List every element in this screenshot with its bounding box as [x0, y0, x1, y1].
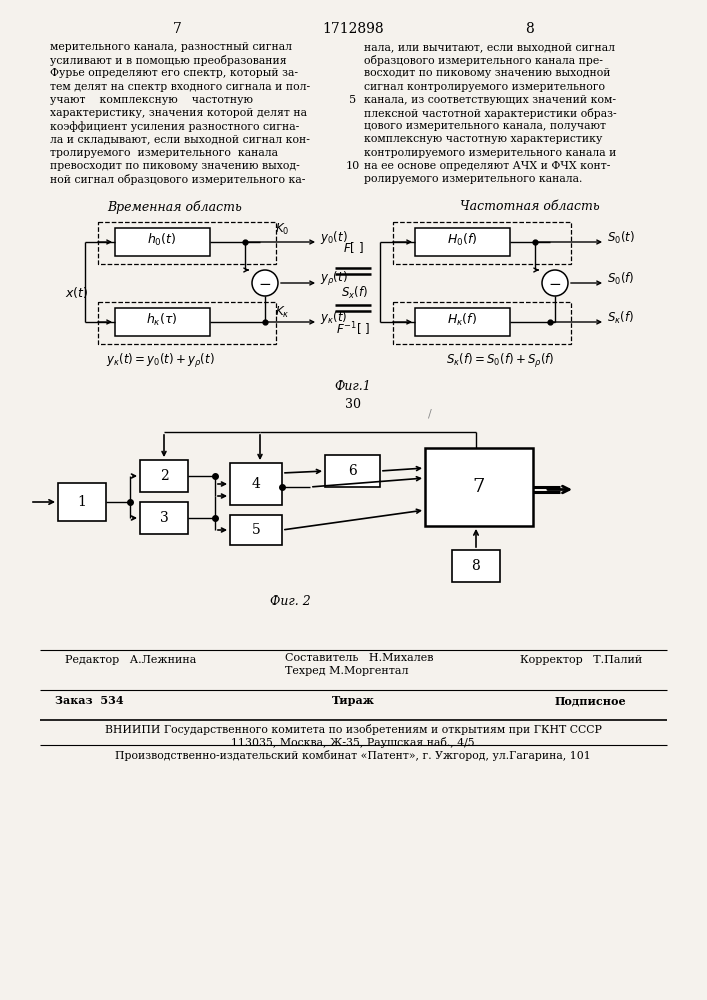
- Text: Фиг. 2: Фиг. 2: [269, 595, 310, 608]
- Text: $S_0(t)$: $S_0(t)$: [607, 230, 635, 246]
- Bar: [393, 222, 571, 264]
- Text: $y_0(t)$: $y_0(t)$: [320, 230, 348, 246]
- Text: образцового измерительного канала пре-: образцового измерительного канала пре-: [364, 55, 603, 66]
- Text: ла и складывают, если выходной сигнал кон-: ла и складывают, если выходной сигнал ко…: [50, 134, 310, 144]
- Bar: [425, 448, 533, 526]
- Text: 8: 8: [472, 559, 480, 573]
- Bar: [393, 302, 571, 344]
- Text: $K_0$: $K_0$: [275, 222, 289, 237]
- Text: $H_\kappa(f)$: $H_\kappa(f)$: [447, 312, 477, 328]
- Text: ВНИИПИ Государственного комитета по изобретениям и открытиям при ГКНТ СССР: ВНИИПИ Государственного комитета по изоб…: [105, 724, 602, 735]
- Bar: [115, 228, 210, 256]
- Text: усиливают и в помощью преобразования: усиливают и в помощью преобразования: [50, 55, 286, 66]
- Text: $K_\kappa$: $K_\kappa$: [275, 305, 290, 320]
- Text: $S_0(f)$: $S_0(f)$: [607, 271, 634, 287]
- Bar: [230, 515, 282, 545]
- Text: Составитель   Н.Михалев: Составитель Н.Михалев: [285, 653, 433, 663]
- Text: Корректор   Т.Палий: Корректор Т.Палий: [520, 655, 642, 665]
- Text: 30: 30: [345, 398, 361, 411]
- Text: $H_0(f)$: $H_0(f)$: [447, 232, 477, 248]
- Text: 10: 10: [346, 161, 360, 171]
- Text: $S_\kappa(f)$: $S_\kappa(f)$: [607, 310, 634, 326]
- Text: 5: 5: [252, 523, 260, 537]
- Text: тролируемого  измерительного  канала: тролируемого измерительного канала: [50, 148, 278, 158]
- Text: $h_0(t)$: $h_0(t)$: [147, 232, 177, 248]
- Text: $S_x(f)$: $S_x(f)$: [341, 285, 368, 301]
- Bar: [98, 302, 276, 344]
- Bar: [140, 502, 188, 534]
- Text: контролируемого измерительного канала и: контролируемого измерительного канала и: [364, 148, 617, 158]
- Bar: [58, 483, 106, 521]
- Text: $F^{-1}[~]$: $F^{-1}[~]$: [336, 320, 370, 338]
- Circle shape: [542, 270, 568, 296]
- Text: 3: 3: [160, 511, 168, 525]
- Text: учают    комплексную    частотную: учают комплексную частотную: [50, 95, 253, 105]
- Text: 6: 6: [348, 464, 357, 478]
- Bar: [325, 455, 380, 487]
- Bar: [452, 550, 500, 582]
- Text: на ее основе определяют АЧХ и ФЧХ конт-: на ее основе определяют АЧХ и ФЧХ конт-: [364, 161, 610, 171]
- Text: 8: 8: [525, 22, 534, 36]
- Text: Подписное: Подписное: [555, 695, 626, 706]
- Text: Тираж: Тираж: [332, 695, 375, 706]
- Text: Фиг.1: Фиг.1: [334, 380, 371, 393]
- Bar: [140, 460, 188, 492]
- Text: /: /: [428, 408, 432, 418]
- Bar: [230, 463, 282, 505]
- Text: плексной частотной характеристики образ-: плексной частотной характеристики образ-: [364, 108, 617, 119]
- Text: Техред М.Моргентал: Техред М.Моргентал: [285, 666, 409, 676]
- Text: Заказ  534: Заказ 534: [55, 695, 124, 706]
- Text: восходит по пиковому значению выходной: восходит по пиковому значению выходной: [364, 68, 611, 78]
- Text: Фурье определяют его спектр, который за-: Фурье определяют его спектр, который за-: [50, 68, 298, 78]
- Bar: [115, 308, 210, 336]
- Text: коэффициент усиления разностного сигна-: коэффициент усиления разностного сигна-: [50, 121, 299, 132]
- Bar: [415, 308, 510, 336]
- Text: Производственно-издательский комбинат «Патент», г. Ужгород, ул.Гагарина, 101: Производственно-издательский комбинат «П…: [115, 750, 591, 761]
- Text: 7: 7: [473, 478, 485, 496]
- Bar: [98, 222, 276, 264]
- Text: $-$: $-$: [549, 276, 561, 290]
- Text: Редактор   А.Лежнина: Редактор А.Лежнина: [65, 655, 197, 665]
- Text: превосходит по пиковому значению выход-: превосходит по пиковому значению выход-: [50, 161, 300, 171]
- Text: 2: 2: [160, 469, 168, 483]
- Text: 7: 7: [173, 22, 182, 36]
- Text: $h_\kappa(\tau)$: $h_\kappa(\tau)$: [146, 312, 178, 328]
- Text: $x(t)$: $x(t)$: [65, 286, 88, 300]
- Text: цового измерительного канала, получают: цового измерительного канала, получают: [364, 121, 606, 131]
- Text: 4: 4: [252, 477, 260, 491]
- Text: 5: 5: [349, 95, 356, 105]
- Text: $y_\kappa(t)=y_0(t)+y_\rho(t)$: $y_\kappa(t)=y_0(t)+y_\rho(t)$: [105, 352, 214, 370]
- Text: Временная область: Временная область: [107, 200, 243, 214]
- Text: сигнал контролируемого измерительного: сигнал контролируемого измерительного: [364, 82, 605, 92]
- Circle shape: [252, 270, 278, 296]
- Text: комплексную частотную характеристику: комплексную частотную характеристику: [364, 134, 602, 144]
- Text: нала, или вычитают, если выходной сигнал: нала, или вычитают, если выходной сигнал: [364, 42, 615, 52]
- Text: 1712898: 1712898: [322, 22, 384, 36]
- Text: канала, из соответствующих значений ком-: канала, из соответствующих значений ком-: [364, 95, 616, 105]
- Text: ной сигнал образцового измерительного ка-: ной сигнал образцового измерительного ка…: [50, 174, 305, 185]
- Text: ролируемого измерительного канала.: ролируемого измерительного канала.: [364, 174, 583, 184]
- Text: Частотная область: Частотная область: [460, 200, 600, 213]
- Text: $-$: $-$: [259, 276, 271, 290]
- Text: тем делят на спектр входного сигнала и пол-: тем делят на спектр входного сигнала и п…: [50, 82, 310, 92]
- Text: мерительного канала, разностный сигнал: мерительного канала, разностный сигнал: [50, 42, 292, 52]
- Text: 1: 1: [78, 495, 86, 509]
- Text: $y_\kappa(t)$: $y_\kappa(t)$: [320, 310, 347, 326]
- Bar: [415, 228, 510, 256]
- Text: $S_\kappa(f)=S_0(f)+S_\rho(f)$: $S_\kappa(f)=S_0(f)+S_\rho(f)$: [445, 352, 554, 370]
- Text: характеристику, значения которой делят на: характеристику, значения которой делят н…: [50, 108, 307, 118]
- Text: 113035, Москва, Ж-35, Раушская наб., 4/5: 113035, Москва, Ж-35, Раушская наб., 4/5: [231, 737, 475, 748]
- Text: $y_\rho(t)$: $y_\rho(t)$: [320, 270, 348, 288]
- Text: $F[~]$: $F[~]$: [343, 240, 363, 255]
